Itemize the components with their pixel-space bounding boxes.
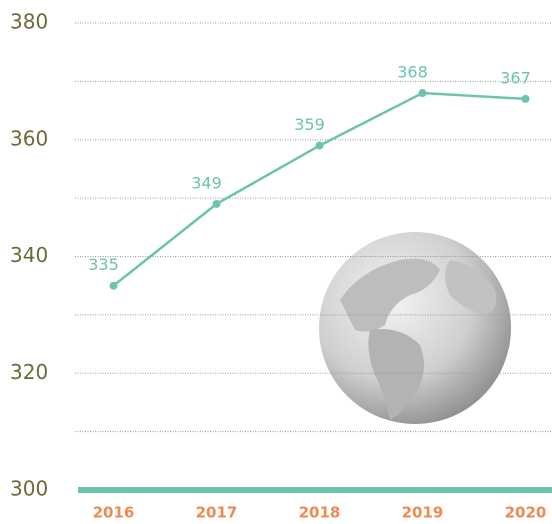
data-label: 359 [294,115,325,134]
y-tick-label: 320 [10,360,48,384]
data-label: 349 [191,173,222,192]
y-tick-label: 360 [10,126,48,150]
x-tick-label: 2016 [93,504,135,522]
y-tick-label: 380 [10,10,48,34]
data-label: 367 [500,68,531,87]
y-tick-label: 340 [10,243,48,267]
data-point [212,199,221,208]
x-tick-label: 2017 [196,504,238,522]
data-label: 368 [397,63,428,82]
y-tick-label: 300 [10,477,48,501]
data-point [521,94,530,103]
globe-illustration [319,232,511,424]
data-point [315,141,324,150]
data-point [109,281,118,290]
data-label: 335 [88,255,119,274]
x-tick-label: 2020 [505,504,547,522]
x-tick-label: 2018 [299,504,341,522]
data-point [418,89,427,98]
x-tick-label: 2019 [402,504,444,522]
